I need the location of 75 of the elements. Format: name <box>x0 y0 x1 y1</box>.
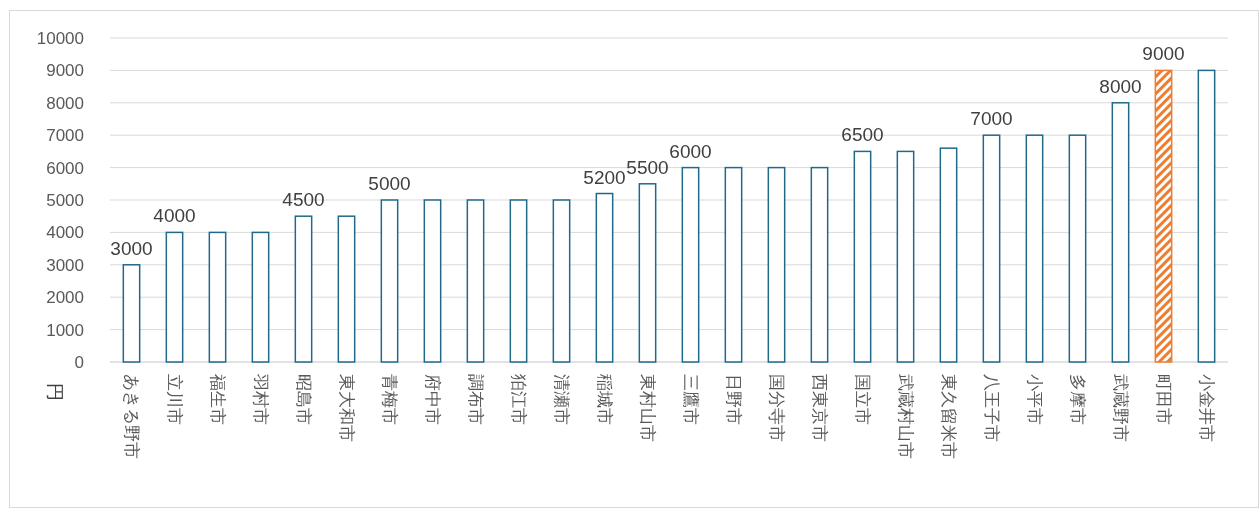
bar <box>853 150 872 363</box>
bar <box>724 166 743 363</box>
y-tick-label: 2000 <box>46 288 84 308</box>
x-tick-label: 国立市 <box>852 374 872 425</box>
data-label: 6500 <box>841 124 884 146</box>
bar <box>595 192 614 363</box>
bar <box>466 199 485 363</box>
bar <box>896 150 915 363</box>
data-label: 7000 <box>970 108 1013 130</box>
data-label: 8000 <box>1099 75 1142 97</box>
data-label: 4000 <box>153 205 196 227</box>
bar <box>552 199 571 363</box>
bar <box>294 215 313 363</box>
x-tick-label: 福生市 <box>207 374 227 425</box>
bar <box>1197 69 1216 363</box>
x-tick-label: 羽村市 <box>250 373 270 425</box>
y-axis-title: 円 <box>44 383 65 401</box>
x-tick-label: 多摩市 <box>1067 374 1087 425</box>
bar <box>638 183 657 363</box>
x-tick-label: 狛江市 <box>508 374 528 425</box>
y-tick-label: 3000 <box>46 255 84 275</box>
x-tick-label: 小金井市 <box>1196 374 1216 442</box>
x-tick-label: 立川市 <box>164 374 184 425</box>
x-tick-label: あきる野市 <box>121 374 141 459</box>
x-tick-label: 稲城市 <box>594 374 614 425</box>
y-tick-label: 6000 <box>46 158 84 178</box>
y-tick-label: 5000 <box>46 190 84 210</box>
bar <box>810 166 829 363</box>
y-tick-label: 7000 <box>46 126 84 146</box>
bar <box>982 134 1001 363</box>
x-tick-label: 国分寺市 <box>766 374 786 442</box>
x-tick-label: 西東京市 <box>809 374 829 442</box>
x-tick-label: 調布市 <box>465 374 485 425</box>
y-tick-label: 0 <box>74 352 84 372</box>
x-tick-label: 町田市 <box>1153 374 1173 425</box>
x-tick-label: 小平市 <box>1024 374 1044 425</box>
x-tick-label: 東久留米市 <box>938 374 958 459</box>
x-tick-label: 青梅市 <box>379 374 399 425</box>
x-tick-label: 東大和市 <box>336 374 356 442</box>
x-tick-label: 武蔵村山市 <box>895 374 915 459</box>
x-tick-label: 八王子市 <box>981 374 1001 442</box>
bar <box>337 215 356 363</box>
y-tick-label: 9000 <box>46 61 84 81</box>
bar <box>509 199 528 363</box>
x-tick-label: 三鷹市 <box>680 374 700 425</box>
y-tick-label: 8000 <box>46 93 84 113</box>
bar <box>165 231 184 363</box>
x-tick-label: 昭島市 <box>293 374 313 425</box>
data-label: 3000 <box>110 237 153 259</box>
x-tick-label: 清瀬市 <box>551 374 571 425</box>
y-tick-label: 4000 <box>46 223 84 243</box>
bar <box>380 199 399 363</box>
bar <box>939 147 958 363</box>
bar <box>251 231 270 363</box>
bar <box>1068 134 1087 363</box>
x-tick-label: 武蔵野市 <box>1110 374 1130 442</box>
data-label: 5500 <box>626 156 669 178</box>
y-tick-label: 10000 <box>36 28 84 48</box>
x-tick-label: 日野市 <box>723 374 743 425</box>
bar <box>767 166 786 363</box>
x-tick-label: 東村山市 <box>637 374 657 442</box>
data-label: 4500 <box>282 189 325 211</box>
data-label: 5200 <box>583 166 626 188</box>
bar <box>423 199 442 363</box>
bar <box>681 166 700 363</box>
bar <box>1154 69 1173 363</box>
bar <box>208 231 227 363</box>
bar <box>122 264 141 363</box>
data-label: 6000 <box>669 140 712 162</box>
x-tick-label: 府中市 <box>422 374 442 425</box>
bar <box>1025 134 1044 363</box>
bar <box>1111 102 1130 363</box>
y-tick-label: 1000 <box>46 320 84 340</box>
data-label: 9000 <box>1142 43 1185 65</box>
data-label: 5000 <box>368 173 411 194</box>
